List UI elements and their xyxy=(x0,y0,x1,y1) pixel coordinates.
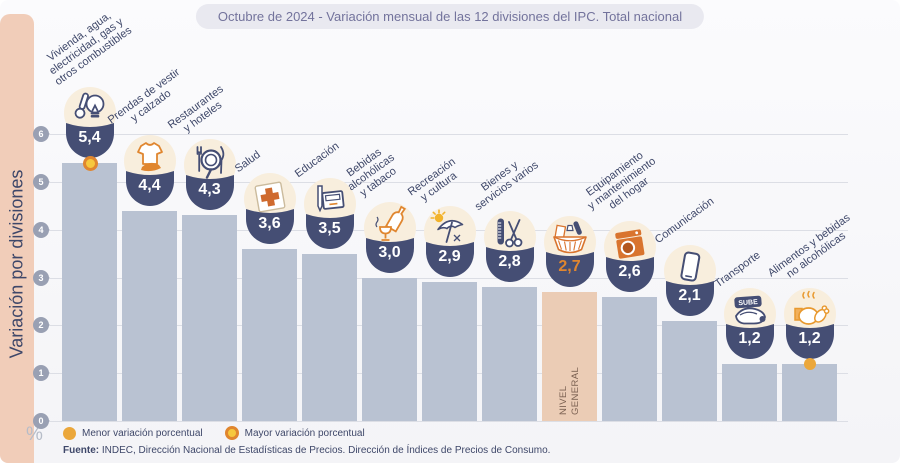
gridline-6 xyxy=(50,134,848,136)
clothing-icon xyxy=(128,137,172,181)
value-bowl xyxy=(125,167,175,207)
menor-variacion-marker-dot xyxy=(803,357,816,370)
recreation-icon xyxy=(428,208,472,252)
bar-value: 2,1 xyxy=(678,286,701,304)
bar-1 xyxy=(62,162,117,421)
nivel-general-bar-label: NIVEL GENERAL xyxy=(557,366,581,415)
category-label: Transporte xyxy=(712,248,763,290)
y-tick-4: 4 xyxy=(33,221,50,238)
value-bowl xyxy=(785,320,835,360)
menor-variacion-dot-icon xyxy=(63,426,76,440)
value-bowl xyxy=(485,243,535,283)
bar-value: 1,2 xyxy=(738,329,761,347)
value-bowl xyxy=(245,205,295,245)
category-label: Recreación y cultura xyxy=(405,156,459,205)
source-prefix: Fuente: xyxy=(63,445,100,456)
mayor-variacion-dot-icon xyxy=(224,426,239,440)
percent-unit-label: % xyxy=(26,424,43,445)
category-label: Comunicación xyxy=(652,195,716,247)
sube-card-icon: SUBE xyxy=(728,290,772,334)
value-bowl xyxy=(425,238,475,278)
y-tick-5: 5 xyxy=(33,173,50,190)
bar-value: 1,2 xyxy=(798,329,821,347)
category-label: Salud xyxy=(232,148,263,175)
source-text: INDEC, Dirección Nacional de Estadística… xyxy=(99,445,551,456)
bar-8 xyxy=(482,287,537,421)
bar-3 xyxy=(182,215,237,421)
gridline-3 xyxy=(50,277,848,279)
bar-value: 4,3 xyxy=(198,181,221,199)
legend-item-menor: Menor variación porcentual xyxy=(63,426,203,440)
smartphone-icon xyxy=(668,247,712,291)
y-tick-6: 6 xyxy=(33,126,50,143)
bar-2 xyxy=(122,210,177,421)
bar-6 xyxy=(362,277,417,421)
legend-item-mayor: Mayor variación porcentual xyxy=(224,426,365,440)
bar-11 xyxy=(662,320,717,421)
restaurant-icon xyxy=(188,141,232,185)
y-tick-3: 3 xyxy=(33,269,50,286)
value-bowl xyxy=(665,277,715,317)
bar-13 xyxy=(782,363,837,421)
gridline-0 xyxy=(50,421,848,422)
alcohol-tobacco-icon xyxy=(368,204,412,248)
bar-value: 2,9 xyxy=(438,248,461,266)
bar-value: 5,4 xyxy=(78,128,101,146)
value-bowl xyxy=(305,210,355,250)
gridline-5 xyxy=(50,181,848,183)
source-note: Fuente: INDEC, Dirección Nacional de Est… xyxy=(63,445,550,456)
value-bowl xyxy=(185,171,235,211)
bar-value: 3,0 xyxy=(378,243,401,261)
bar-12 xyxy=(722,363,777,421)
svg-text:SUBE: SUBE xyxy=(738,298,758,306)
bar-5 xyxy=(302,253,357,421)
bar-value: 3,5 xyxy=(318,219,341,237)
y-tick-0: 0 xyxy=(33,413,50,429)
category-label: Educación xyxy=(292,139,342,180)
food-icon xyxy=(788,290,832,334)
value-bowl xyxy=(65,119,115,159)
basket-icon xyxy=(548,218,592,262)
y-axis-title: Variación por divisiones xyxy=(6,169,27,359)
y-axis-title-strip: Variación por divisiones xyxy=(0,14,34,463)
bar-10 xyxy=(602,296,657,421)
value-bowl xyxy=(725,320,775,360)
y-tick-2: 2 xyxy=(33,317,50,334)
health-cross-icon xyxy=(248,175,292,219)
legend: Menor variación porcentual Mayor variaci… xyxy=(63,426,365,440)
chart-title: Octubre de 2024 - Variación mensual de l… xyxy=(195,4,705,29)
value-bowl xyxy=(365,234,415,274)
education-icon xyxy=(308,180,352,224)
value-bowl xyxy=(545,248,595,288)
bar-value: 3,6 xyxy=(258,214,281,232)
bar-value: 4,4 xyxy=(138,176,161,194)
goods-services-icon xyxy=(488,213,532,257)
bar-4 xyxy=(242,248,297,421)
legend-mayor-label: Mayor variación porcentual xyxy=(244,427,365,439)
bar-value: 2,7 xyxy=(558,257,581,275)
bar-value: 2,6 xyxy=(618,262,641,280)
category-label: Equipamiento y mantenimiento del hogar xyxy=(583,149,658,213)
legend-menor-label: Menor variación porcentual xyxy=(82,427,203,439)
mayor-variacion-marker-dot xyxy=(82,155,98,171)
utilities-icon xyxy=(68,89,112,133)
y-tick-1: 1 xyxy=(33,365,50,382)
bar-9 xyxy=(542,291,597,421)
bar-7 xyxy=(422,282,477,421)
bar-value: 2,8 xyxy=(498,253,521,271)
value-bowl xyxy=(605,253,655,293)
category-label: Vivienda, agua, electricidad, gas y otro… xyxy=(44,10,134,89)
home-equipment-icon xyxy=(608,223,652,267)
